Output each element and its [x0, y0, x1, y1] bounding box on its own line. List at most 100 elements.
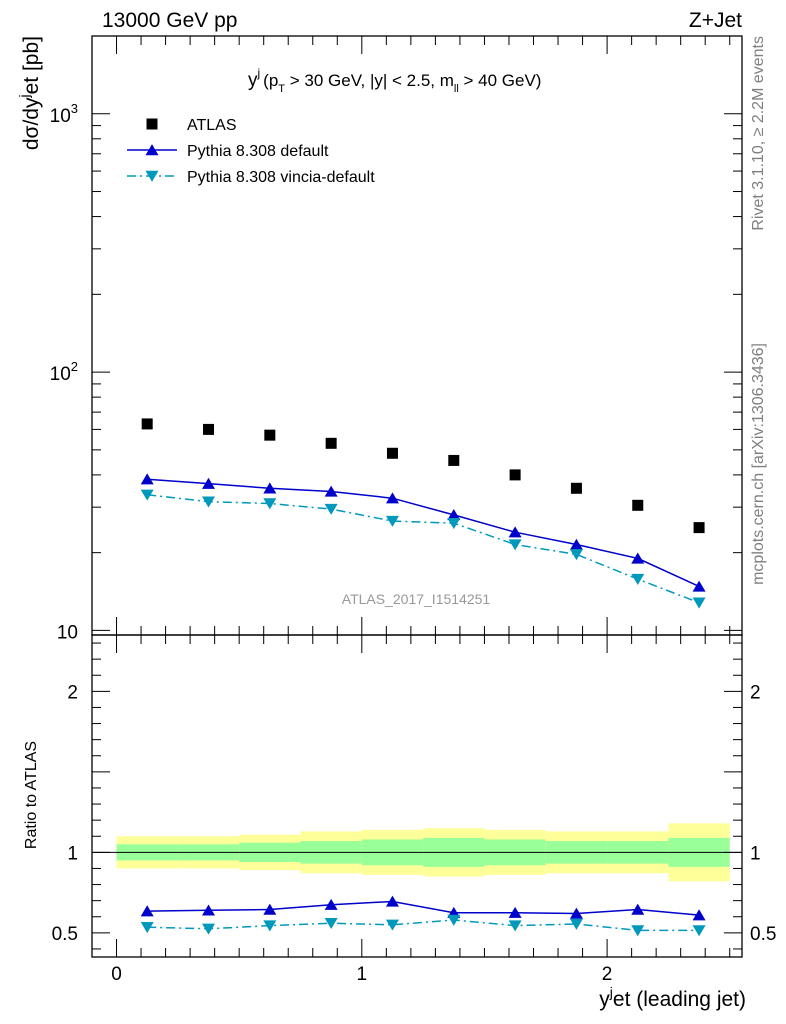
vincia-marker: [140, 489, 154, 501]
atlas-data-point: [325, 437, 337, 449]
ratio-y-tick-label-right: 1: [750, 843, 761, 864]
watermark: ATLAS_2017_I1514251: [342, 591, 491, 607]
ratio-marker-vincia: [631, 925, 645, 937]
ratio-marker-default: [140, 905, 154, 917]
x-tick-label: 1: [357, 964, 368, 985]
side-label-mcplots: mcplots.cern.ch [arXiv:1306.3436]: [750, 343, 767, 585]
ratio-y-tick-label-right: 2: [750, 682, 761, 703]
main-y-tick-label-base: 10: [57, 622, 78, 643]
series-line-default: [147, 478, 700, 588]
atlas-data-point: [141, 418, 153, 430]
cut-label-main: y: [248, 70, 258, 91]
ratio-marker-default: [569, 907, 583, 919]
ratio-frame: [91, 634, 743, 958]
ratio-marker-default: [631, 903, 645, 915]
legend-marker-default: [145, 144, 159, 156]
x-tick-label: 2: [602, 964, 613, 985]
ratio-line-vincia: [147, 919, 700, 932]
atlas-data-point: [203, 423, 215, 435]
legend-marker-atlas: [146, 118, 158, 130]
header-right: Z+Jet: [689, 9, 742, 32]
legend-label: Pythia 8.308 vincia-default: [187, 169, 375, 186]
legend-label: Pythia 8.308 default: [187, 143, 329, 160]
ratio-marker-default: [263, 903, 277, 915]
atlas-data-point: [264, 429, 276, 441]
atlas-data-point: [386, 447, 398, 459]
ratio-marker-vincia: [324, 917, 338, 930]
side-label-rivet: Rivet 3.1.10, ≥ 2.2M events: [750, 36, 767, 231]
ratio-y-axis-label: Ratio to ATLAS: [23, 741, 40, 849]
default-marker: [508, 526, 522, 538]
ratio-panel: 0.5 0.5 1 1 2 2 0 1 2 Ratio to ATLAS yjet (leadi…: [23, 634, 776, 1011]
main-y-tick-label: 10: [57, 622, 78, 643]
ratio-marker-default: [508, 906, 522, 918]
ratio-line-default: [147, 900, 700, 916]
vincia-marker: [569, 549, 583, 561]
series-line-vincia: [147, 494, 700, 604]
main-y-axis-label-a: dσ/dy: [20, 97, 43, 150]
default-marker: [631, 552, 645, 564]
ratio-plot-content: [92, 823, 742, 937]
default-marker: [263, 482, 277, 494]
header-left: 13000 GeV pp: [102, 9, 237, 32]
main-y-tick-label-base: 10: [50, 364, 71, 385]
atlas-data-point: [448, 454, 460, 466]
vincia-marker: [263, 498, 277, 510]
main-y-axis-label: dσ/dyjet [pb]: [16, 36, 43, 150]
atlas-data-point: [570, 482, 582, 494]
atlas-data-point: [632, 499, 644, 511]
cut-label-sub-t: T: [278, 83, 285, 95]
default-marker: [385, 492, 399, 504]
ratio-axes: 0.5 0.5 1 1 2 2 0 1 2: [52, 634, 776, 985]
x-axis-label-sup: j: [609, 984, 613, 1000]
main-y-tick-label: 102: [50, 359, 78, 385]
ratio-marker-vincia: [569, 918, 583, 930]
cut-label: yj (pT > 30 GeV, |y| < 2.5, mll > 40 GeV): [248, 66, 541, 95]
atlas-data-point: [509, 469, 521, 481]
vincia-marker: [447, 518, 461, 530]
x-tick-label: 0: [111, 964, 122, 985]
cut-label-p1: (p: [263, 71, 278, 90]
ratio-y-tick-label: 1: [67, 843, 78, 864]
main-y-tick-label-exp: 3: [71, 101, 78, 116]
default-marker: [202, 477, 216, 489]
x-axis-label-a: y: [599, 988, 610, 1011]
vincia-marker: [202, 496, 216, 508]
vincia-marker: [324, 503, 338, 515]
cut-label-sub-ll: ll: [454, 83, 459, 95]
legend: ATLAS Pythia 8.308 default Pythia 8.308 vi…: [127, 117, 375, 186]
cut-label-p2: > 30 GeV, |y| < 2.5, m: [285, 71, 454, 90]
ratio-y-tick-label: 0.5: [52, 924, 78, 945]
vincia-marker: [692, 597, 706, 609]
main-y-axis-label-sup: j: [16, 94, 32, 98]
ratio-y-tick-label: 2: [67, 682, 78, 703]
vincia-marker: [385, 515, 399, 527]
ratio-marker-vincia: [263, 920, 277, 932]
atlas-data-point: [693, 522, 705, 534]
ratio-y-tick-label-right: 0.5: [750, 924, 776, 945]
ratio-marker-default: [202, 904, 216, 916]
main-y-axis-label-b: et [pb]: [20, 36, 43, 94]
ratio-marker-default: [385, 895, 399, 907]
main-y-tick-label-base: 10: [50, 106, 71, 127]
ratio-marker-vincia: [385, 919, 399, 931]
vincia-marker: [508, 539, 522, 551]
ratio-marker-vincia: [140, 922, 154, 934]
ratio-marker-default: [324, 898, 338, 910]
cut-label-p3: > 40 GeV): [459, 71, 542, 90]
default-marker: [324, 485, 338, 497]
default-marker: [569, 538, 583, 550]
legend-label: ATLAS: [187, 117, 237, 134]
default-marker: [140, 473, 154, 485]
default-marker: [692, 580, 706, 592]
main-plot-content: [140, 418, 706, 609]
x-axis-label-b: et (leading jet): [613, 988, 746, 1011]
vincia-marker: [631, 573, 645, 585]
ratio-marker-vincia: [508, 920, 522, 932]
ratio-marker-default: [692, 909, 706, 921]
x-axis-label: yjet (leading jet): [599, 984, 746, 1011]
default-marker: [447, 509, 461, 521]
ratio-marker-vincia: [692, 925, 706, 937]
